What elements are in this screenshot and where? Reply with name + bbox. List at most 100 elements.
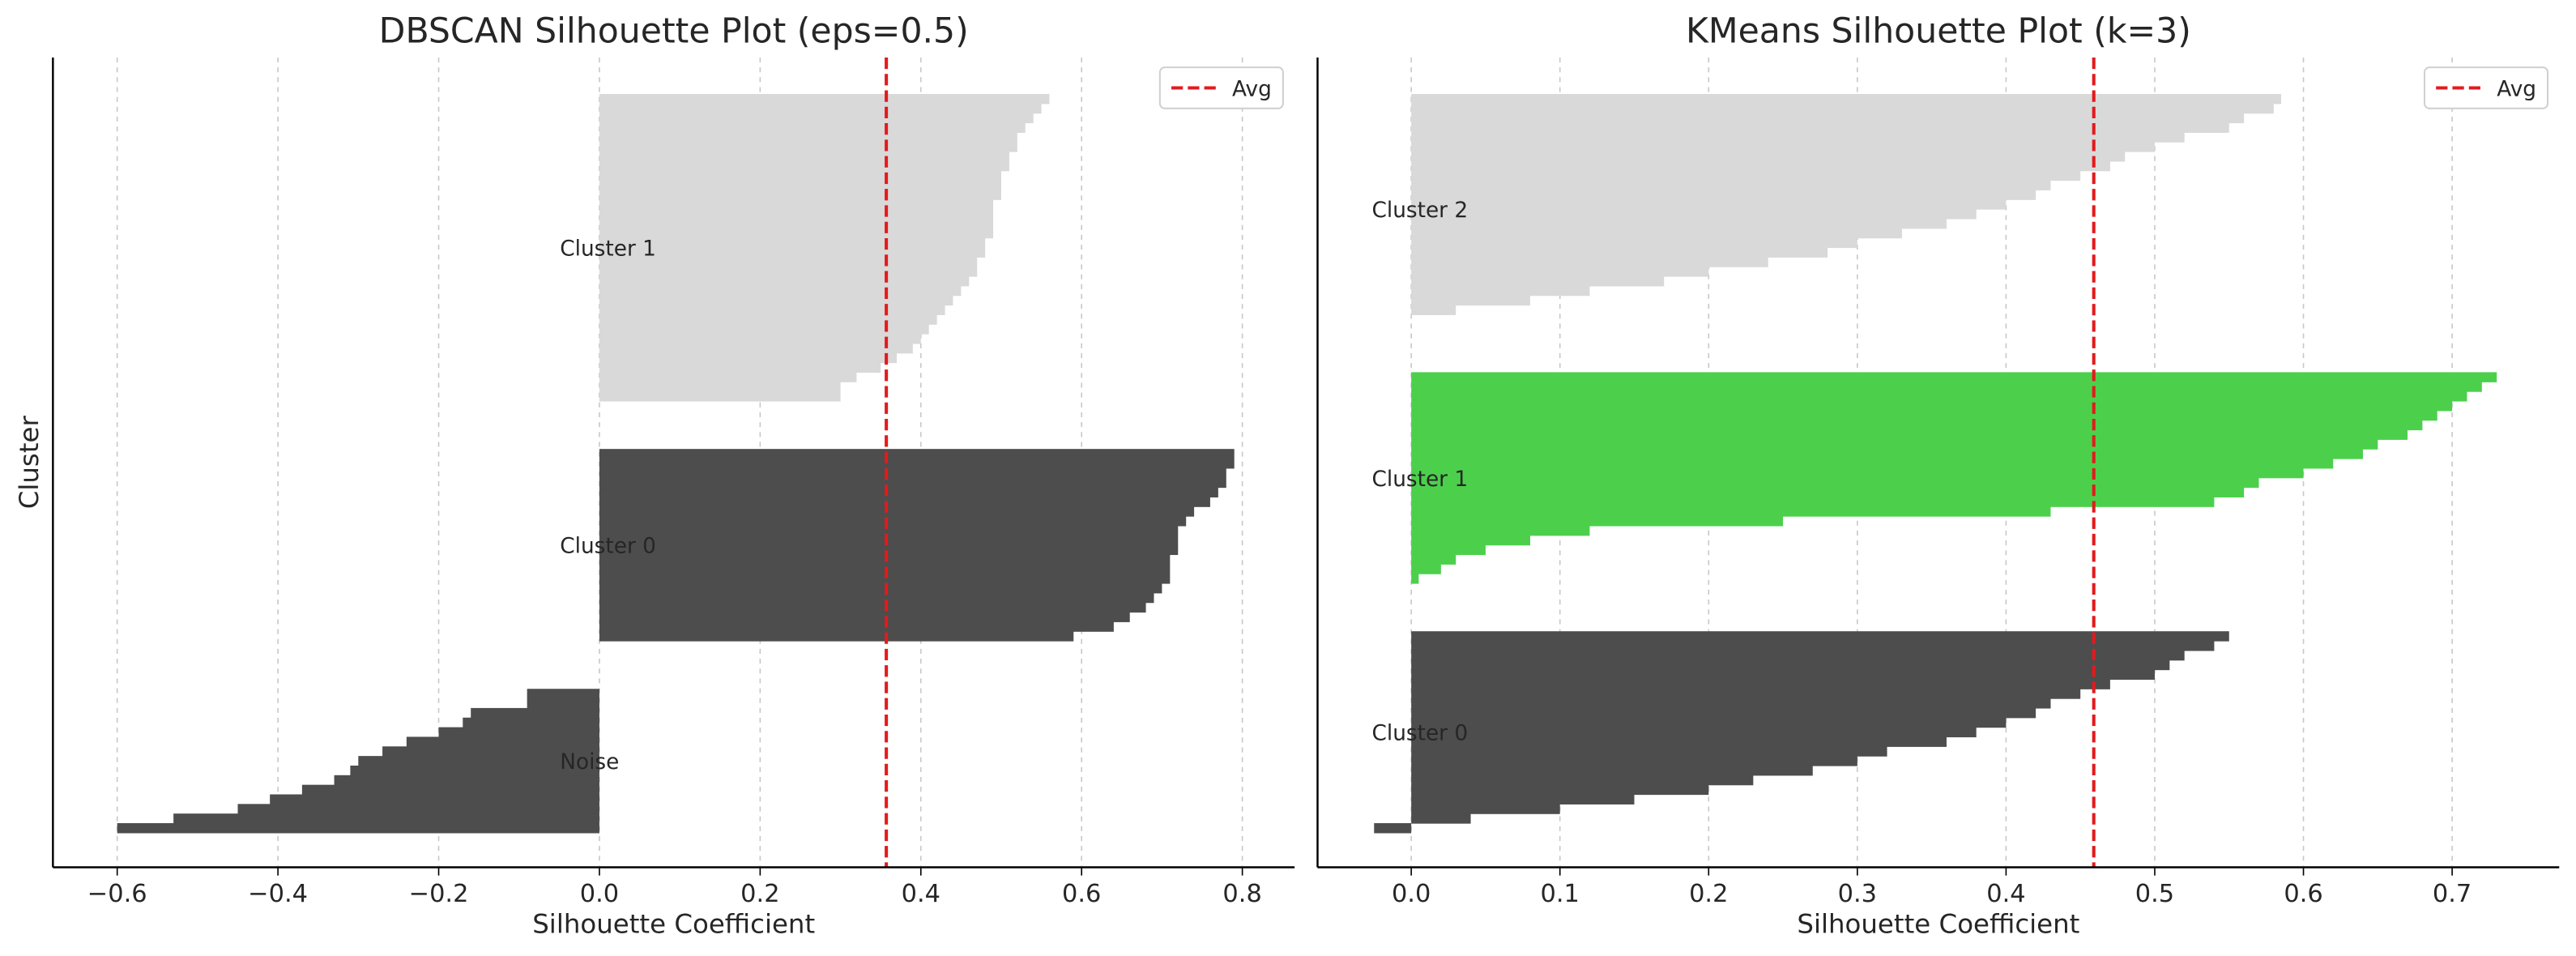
silhouette-bar (1411, 564, 1441, 574)
silhouette-bar (599, 535, 1179, 546)
x-axis-label: Silhouette Coefficient (1797, 909, 2079, 940)
silhouette-bar (1411, 804, 1560, 814)
silhouette-bar (1411, 180, 2051, 191)
silhouette-bar (599, 257, 978, 267)
silhouette-bar (1374, 823, 1412, 834)
silhouette-bar (1411, 775, 1754, 786)
silhouette-bar (1411, 698, 2051, 709)
silhouette-bar (1411, 429, 2408, 440)
x-tick-label: 0.0 (1392, 880, 1431, 908)
silhouette-bar (1411, 525, 1590, 536)
silhouette-bar (1411, 689, 2081, 699)
silhouette-bar (599, 122, 1026, 133)
silhouette-bar (599, 218, 994, 229)
silhouette-bar (350, 765, 599, 776)
cluster-label: Cluster 0 (560, 535, 656, 559)
silhouette-bar (1411, 497, 2215, 507)
silhouette-bar (599, 612, 1130, 622)
cluster-label: Cluster 2 (1371, 198, 1468, 223)
x-tick-label: 0.2 (1689, 880, 1728, 908)
silhouette-bar (438, 727, 599, 738)
silhouette-bar (471, 707, 599, 719)
silhouette-bar (1411, 122, 2229, 133)
silhouette-bar (599, 506, 1195, 517)
chart-title: DBSCAN Silhouette Plot (eps=0.5) (379, 11, 969, 52)
legend-box (1158, 66, 1284, 109)
silhouette-bar (599, 362, 881, 373)
silhouette-bar (1411, 784, 1709, 796)
silhouette-bar (1411, 449, 2363, 459)
silhouette-bar (1411, 170, 2081, 181)
silhouette-bar (599, 592, 1154, 604)
silhouette-bar (599, 391, 841, 402)
silhouette-bar (1411, 439, 2378, 450)
silhouette-bar (599, 516, 1187, 527)
silhouette-bar (1411, 257, 1768, 267)
silhouette-bar (599, 621, 1114, 632)
silhouette-bar (270, 794, 599, 804)
chart-title: KMeans Silhouette Plot (k=3) (1686, 11, 2191, 52)
silhouette-bar (173, 813, 599, 824)
x-tick-label: 0.4 (1986, 880, 2025, 908)
legend-label: Avg (2497, 78, 2536, 102)
silhouette-bar (1411, 218, 1947, 229)
silhouette-bar (1411, 487, 2245, 497)
silhouette-bar (1411, 467, 2304, 479)
silhouette-bar (382, 746, 599, 757)
y-axis-label: Cluster (14, 416, 45, 510)
silhouette-bar (599, 160, 1009, 172)
silhouette-bar (1411, 132, 2185, 143)
silhouette-bar (599, 574, 1171, 584)
x-tick-label: −0.6 (87, 880, 147, 908)
silhouette-bar (599, 459, 1235, 469)
silhouette-bar (1411, 103, 2274, 114)
silhouette-bar (1411, 305, 1456, 315)
silhouette-bar (599, 314, 937, 325)
x-tick-label: 0.1 (1541, 880, 1580, 908)
silhouette-bar (599, 103, 1042, 114)
silhouette-bar (599, 295, 953, 306)
silhouette-bar (599, 449, 1235, 459)
silhouette-bar (1411, 746, 1887, 757)
silhouette-bar (1411, 459, 2334, 469)
silhouette-bar (599, 525, 1179, 536)
cluster-label: Noise (560, 750, 619, 775)
silhouette-bar (599, 267, 978, 277)
silhouette-bar (1411, 285, 1590, 297)
silhouette-bar (1411, 228, 1902, 239)
x-tick-label: 0.6 (1062, 880, 1101, 908)
silhouette-bar (1411, 574, 1419, 584)
silhouette-bar (1411, 650, 2185, 661)
cluster-label: Cluster 1 (1371, 467, 1468, 492)
silhouette-bar (599, 467, 1226, 479)
x-tick-label: 0.4 (902, 880, 940, 908)
silhouette-bar (1411, 506, 2051, 517)
silhouette-bar (358, 756, 599, 766)
silhouette-bar (599, 602, 1146, 613)
silhouette-bar (1411, 477, 2259, 489)
silhouette-bar (1411, 247, 1828, 258)
x-tick-label: 0.8 (1222, 880, 1261, 908)
silhouette-bar (1411, 372, 2497, 382)
silhouette-bar (1411, 756, 1857, 766)
x-axis-label: Silhouette Coefficient (532, 909, 815, 940)
silhouette-bar (599, 285, 962, 297)
silhouette-bar (1411, 631, 2229, 642)
x-tick-label: 0.3 (1838, 880, 1877, 908)
silhouette-bar (599, 209, 994, 220)
silhouette-bar (599, 583, 1162, 594)
silhouette-bar (599, 170, 1001, 181)
silhouette-bar (1411, 152, 2126, 162)
silhouette-bar (599, 237, 986, 249)
x-tick-label: 0.2 (740, 880, 779, 908)
silhouette-bar (1411, 794, 1635, 804)
silhouette-bar (599, 382, 841, 392)
silhouette-bar (1411, 295, 1530, 306)
silhouette-bar (1411, 659, 2170, 671)
silhouette-bar (301, 784, 599, 796)
silhouette-bar (1411, 142, 2155, 152)
x-tick-label: 0.0 (580, 880, 619, 908)
silhouette-bar (599, 487, 1218, 497)
silhouette-bar (599, 247, 986, 258)
